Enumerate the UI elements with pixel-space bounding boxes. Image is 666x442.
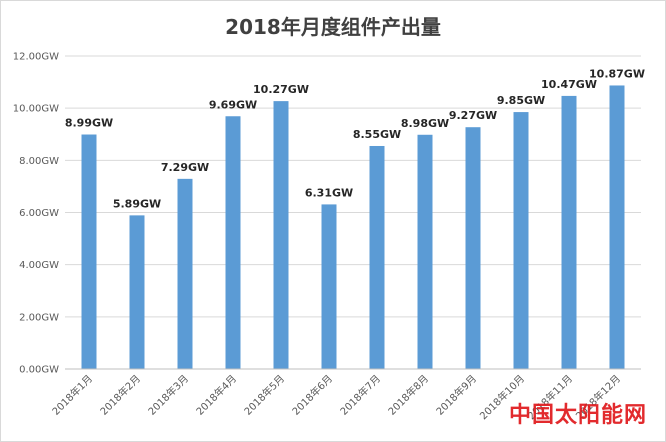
data-label: 9.85GW [497, 94, 545, 107]
bar [129, 215, 145, 369]
data-label: 8.99GW [65, 117, 113, 130]
y-tick-label: 6.00GW [19, 208, 59, 219]
data-label: 6.31GW [305, 186, 353, 199]
bar [513, 112, 529, 370]
x-tick-label: 2018年8月 [385, 372, 431, 418]
x-tick-label: 2018年9月 [433, 372, 479, 418]
bar [225, 116, 241, 369]
data-label: 9.27GW [449, 109, 497, 122]
bar [465, 127, 481, 370]
bar [561, 95, 577, 369]
x-tick-label: 2018年1月 [49, 372, 95, 418]
data-label: 8.98GW [401, 117, 449, 130]
watermark-logo: 中国太阳能网 [509, 402, 648, 428]
bar [273, 101, 289, 369]
chart-title: 2018年月度组件产出量 [225, 15, 441, 39]
y-tick-label: 10.00GW [13, 104, 59, 115]
data-label: 10.27GW [253, 83, 309, 96]
data-label: 10.87GW [589, 67, 645, 80]
bar [177, 178, 193, 369]
y-tick-label: 0.00GW [19, 365, 59, 376]
y-tick-label: 2.00GW [19, 312, 59, 323]
y-tick-label: 4.00GW [19, 260, 59, 271]
x-tick-label: 2018年6月 [289, 372, 335, 418]
bar [417, 134, 433, 369]
data-label: 8.55GW [353, 128, 401, 141]
y-tick-label: 12.00GW [13, 52, 59, 63]
x-tick-label: 2018年2月 [97, 372, 143, 418]
x-tick-label: 2018年7月 [337, 372, 383, 418]
data-label: 10.47GW [541, 78, 597, 91]
data-label: 9.69GW [209, 98, 257, 111]
bar [321, 204, 337, 369]
bar [81, 134, 97, 369]
y-tick-label: 8.00GW [19, 156, 59, 167]
bar [609, 85, 625, 369]
x-tick-label: 2018年3月 [145, 372, 191, 418]
bar [369, 145, 385, 369]
x-tick-label: 2018年4月 [193, 372, 239, 418]
data-label: 5.89GW [113, 197, 161, 210]
data-label: 7.29GW [161, 161, 209, 174]
x-tick-label: 2018年5月 [241, 372, 287, 418]
